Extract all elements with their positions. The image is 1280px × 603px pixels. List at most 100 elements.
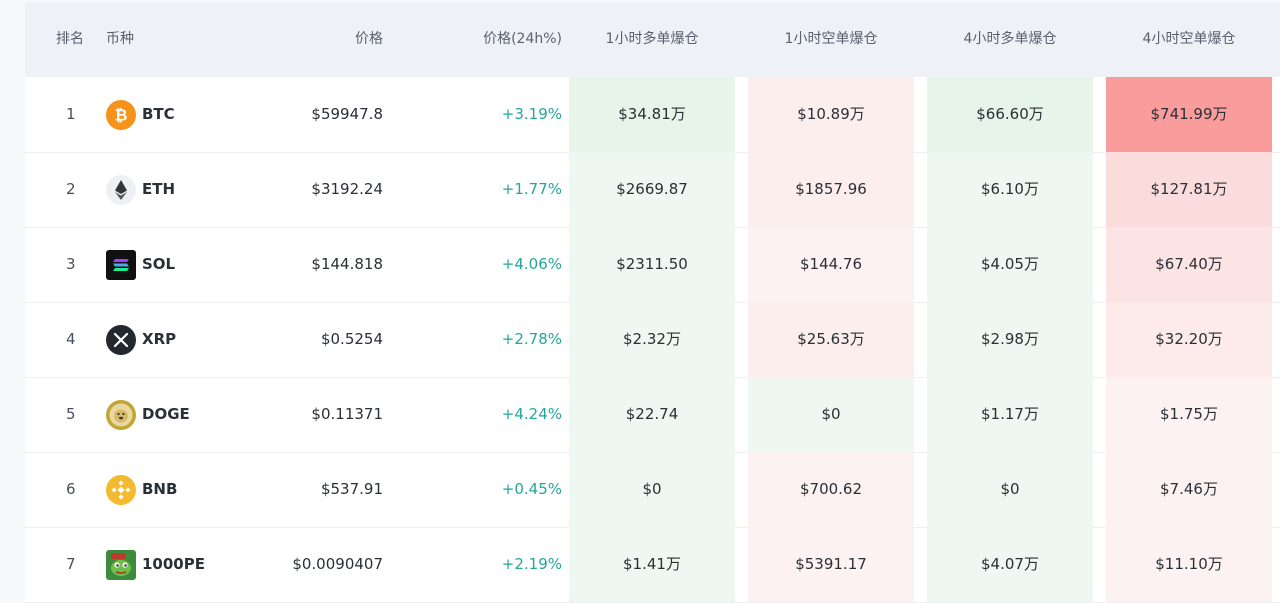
change-cell: +2.19%: [501, 555, 562, 573]
rank-cell: 2: [66, 180, 76, 198]
price-cell: $3192.24: [311, 180, 383, 198]
liquidation-long-4h-cell: $66.60万: [976, 105, 1044, 123]
doge-icon: [106, 400, 136, 430]
coin-symbol[interactable]: XRP: [142, 330, 177, 348]
table-row[interactable]: 4 XRP $0.5254 +2.78% $2.32万 $25.63万 $2.98万 $32.…: [25, 302, 1280, 378]
change-cell: +4.24%: [501, 405, 562, 423]
table-row[interactable]: 2 ETH $3192.24 +1.77% $2669.87 $1857.96 $6.10万…: [25, 152, 1280, 228]
change-cell: +0.45%: [501, 480, 562, 498]
header-price[interactable]: 价格: [355, 31, 383, 47]
coin-symbol[interactable]: 1000PEPE: [142, 555, 206, 573]
liquidation-short-1h-cell: $144.76: [799, 255, 863, 273]
cell-background: [927, 152, 1093, 227]
change-cell: +2.78%: [501, 330, 562, 348]
cell-background: [927, 452, 1093, 527]
price-cell: $537.91: [320, 480, 383, 498]
header-short-1h[interactable]: 1小时空单爆仓: [784, 31, 878, 47]
cell-background: [748, 77, 914, 152]
liquidation-long-1h-cell: $34.81万: [618, 105, 686, 123]
header-change[interactable]: 价格(24h%): [483, 31, 562, 47]
liquidation-short-4h-cell: $127.81万: [1150, 180, 1228, 198]
header-coin[interactable]: 币种: [106, 31, 134, 47]
cell-background: [569, 302, 735, 377]
liquidation-long-4h-cell: $0: [1000, 480, 1020, 498]
cell-background: [927, 527, 1093, 602]
cell-background: [748, 152, 914, 227]
cell-background: [569, 527, 735, 602]
change-cell: +3.19%: [501, 105, 562, 123]
table-row[interactable]: 6 BNB $537.91 +0.45% $0 $700.62 $0 $7.46万: [25, 452, 1280, 528]
header-long-4h[interactable]: 4小时多单爆仓: [963, 31, 1057, 47]
cell-background: [569, 152, 735, 227]
table-row[interactable]: 7 1000PEPE $0.0090407 +2.19% $1.41万 $5391.17 $…: [25, 527, 1280, 603]
liquidation-long-1h-cell: $22.74: [625, 405, 679, 423]
liquidation-long-1h-cell: $2311.50: [616, 255, 688, 273]
coin-symbol[interactable]: BNB: [142, 480, 178, 498]
change-cell: +1.77%: [501, 180, 562, 198]
cell-background: [748, 377, 914, 452]
coin-symbol[interactable]: ETH: [142, 180, 176, 198]
rank-cell: 5: [66, 405, 76, 423]
liquidation-long-1h-cell: $0: [642, 480, 662, 498]
liquidation-table: 排名 币种 价格 价格(24h%) 1小时多单爆仓 1小时空单爆仓 4小时多单爆…: [25, 2, 1280, 603]
liquidation-long-4h-cell: $1.17万: [981, 405, 1039, 423]
header-short-4h[interactable]: 4小时空单爆仓: [1142, 31, 1236, 47]
table-row[interactable]: 1 ₿ BTC $59947.8 +3.19% $34.81万 $10.89万 $66.60万…: [25, 77, 1280, 153]
cell-background: [748, 452, 914, 527]
cell-background: [569, 377, 735, 452]
liquidation-short-4h-cell: $741.99万: [1150, 105, 1228, 123]
price-cell: $0.0090407: [292, 555, 383, 573]
rank-cell: 4: [66, 330, 76, 348]
liquidation-short-1h-cell: $25.63万: [797, 330, 865, 348]
liquidation-long-1h-cell: $2669.87: [616, 180, 688, 198]
bitcoin-icon: ₿: [106, 100, 136, 130]
ethereum-icon: [106, 175, 136, 205]
price-cell: $0.5254: [320, 330, 383, 348]
cell-background: [1106, 77, 1272, 152]
rank-cell: 3: [66, 255, 76, 273]
cell-background: [1106, 527, 1272, 602]
solana-icon: [106, 250, 136, 280]
svg-text:₿: ₿: [114, 106, 127, 125]
liquidation-short-4h-cell: $1.75万: [1160, 405, 1218, 423]
coin-symbol[interactable]: DOGE: [142, 405, 190, 423]
liquidation-short-1h-cell: $0: [821, 405, 841, 423]
cell-background: [748, 527, 914, 602]
liquidation-long-4h-cell: $2.98万: [981, 330, 1039, 348]
liquidation-short-1h-cell: $1857.96: [795, 180, 867, 198]
liquidation-short-1h-cell: $5391.17: [795, 555, 867, 573]
cell-background: [748, 227, 914, 302]
table-row[interactable]: 5 DOGE $0.11371 +4.24% $22.74 $0 $1.17万 $1.75万: [25, 377, 1280, 453]
cell-background: [569, 77, 735, 152]
liquidation-short-4h-cell: $67.40万: [1155, 255, 1223, 273]
price-cell: $59947.8: [311, 105, 383, 123]
cell-background: [1106, 302, 1272, 377]
cell-background: [1106, 377, 1272, 452]
cell-background: [1106, 452, 1272, 527]
xrp-icon: [106, 325, 136, 355]
rank-cell: 7: [66, 555, 76, 573]
cell-background: [927, 227, 1093, 302]
liquidation-long-4h-cell: $4.05万: [981, 255, 1039, 273]
cell-background: [569, 452, 735, 527]
liquidation-short-4h-cell: $11.10万: [1155, 555, 1223, 573]
liquidation-long-4h-cell: $6.10万: [981, 180, 1039, 198]
liquidation-long-4h-cell: $4.07万: [981, 555, 1039, 573]
cell-background: [748, 302, 914, 377]
liquidation-short-4h-cell: $32.20万: [1155, 330, 1223, 348]
coin-symbol[interactable]: BTC: [142, 105, 175, 123]
header-long-1h[interactable]: 1小时多单爆仓: [605, 31, 699, 47]
table-row[interactable]: 3 SOL $144.818 +4.06% $2311.50 $144.76 $4.05万 $…: [25, 227, 1280, 303]
cell-background: [1106, 227, 1272, 302]
pepe-icon: [106, 550, 136, 580]
bnb-icon: [106, 475, 136, 505]
liquidation-short-1h-cell: $700.62: [799, 480, 863, 498]
liquidation-short-4h-cell: $7.46万: [1160, 480, 1218, 498]
price-cell: $144.818: [311, 255, 383, 273]
cell-background: [927, 377, 1093, 452]
rank-cell: 6: [66, 480, 76, 498]
cell-background: [927, 302, 1093, 377]
table-header: 排名 币种 价格 价格(24h%) 1小时多单爆仓 1小时空单爆仓 4小时多单爆…: [25, 2, 1280, 77]
coin-symbol[interactable]: SOL: [142, 255, 176, 273]
header-rank[interactable]: 排名: [56, 31, 84, 47]
